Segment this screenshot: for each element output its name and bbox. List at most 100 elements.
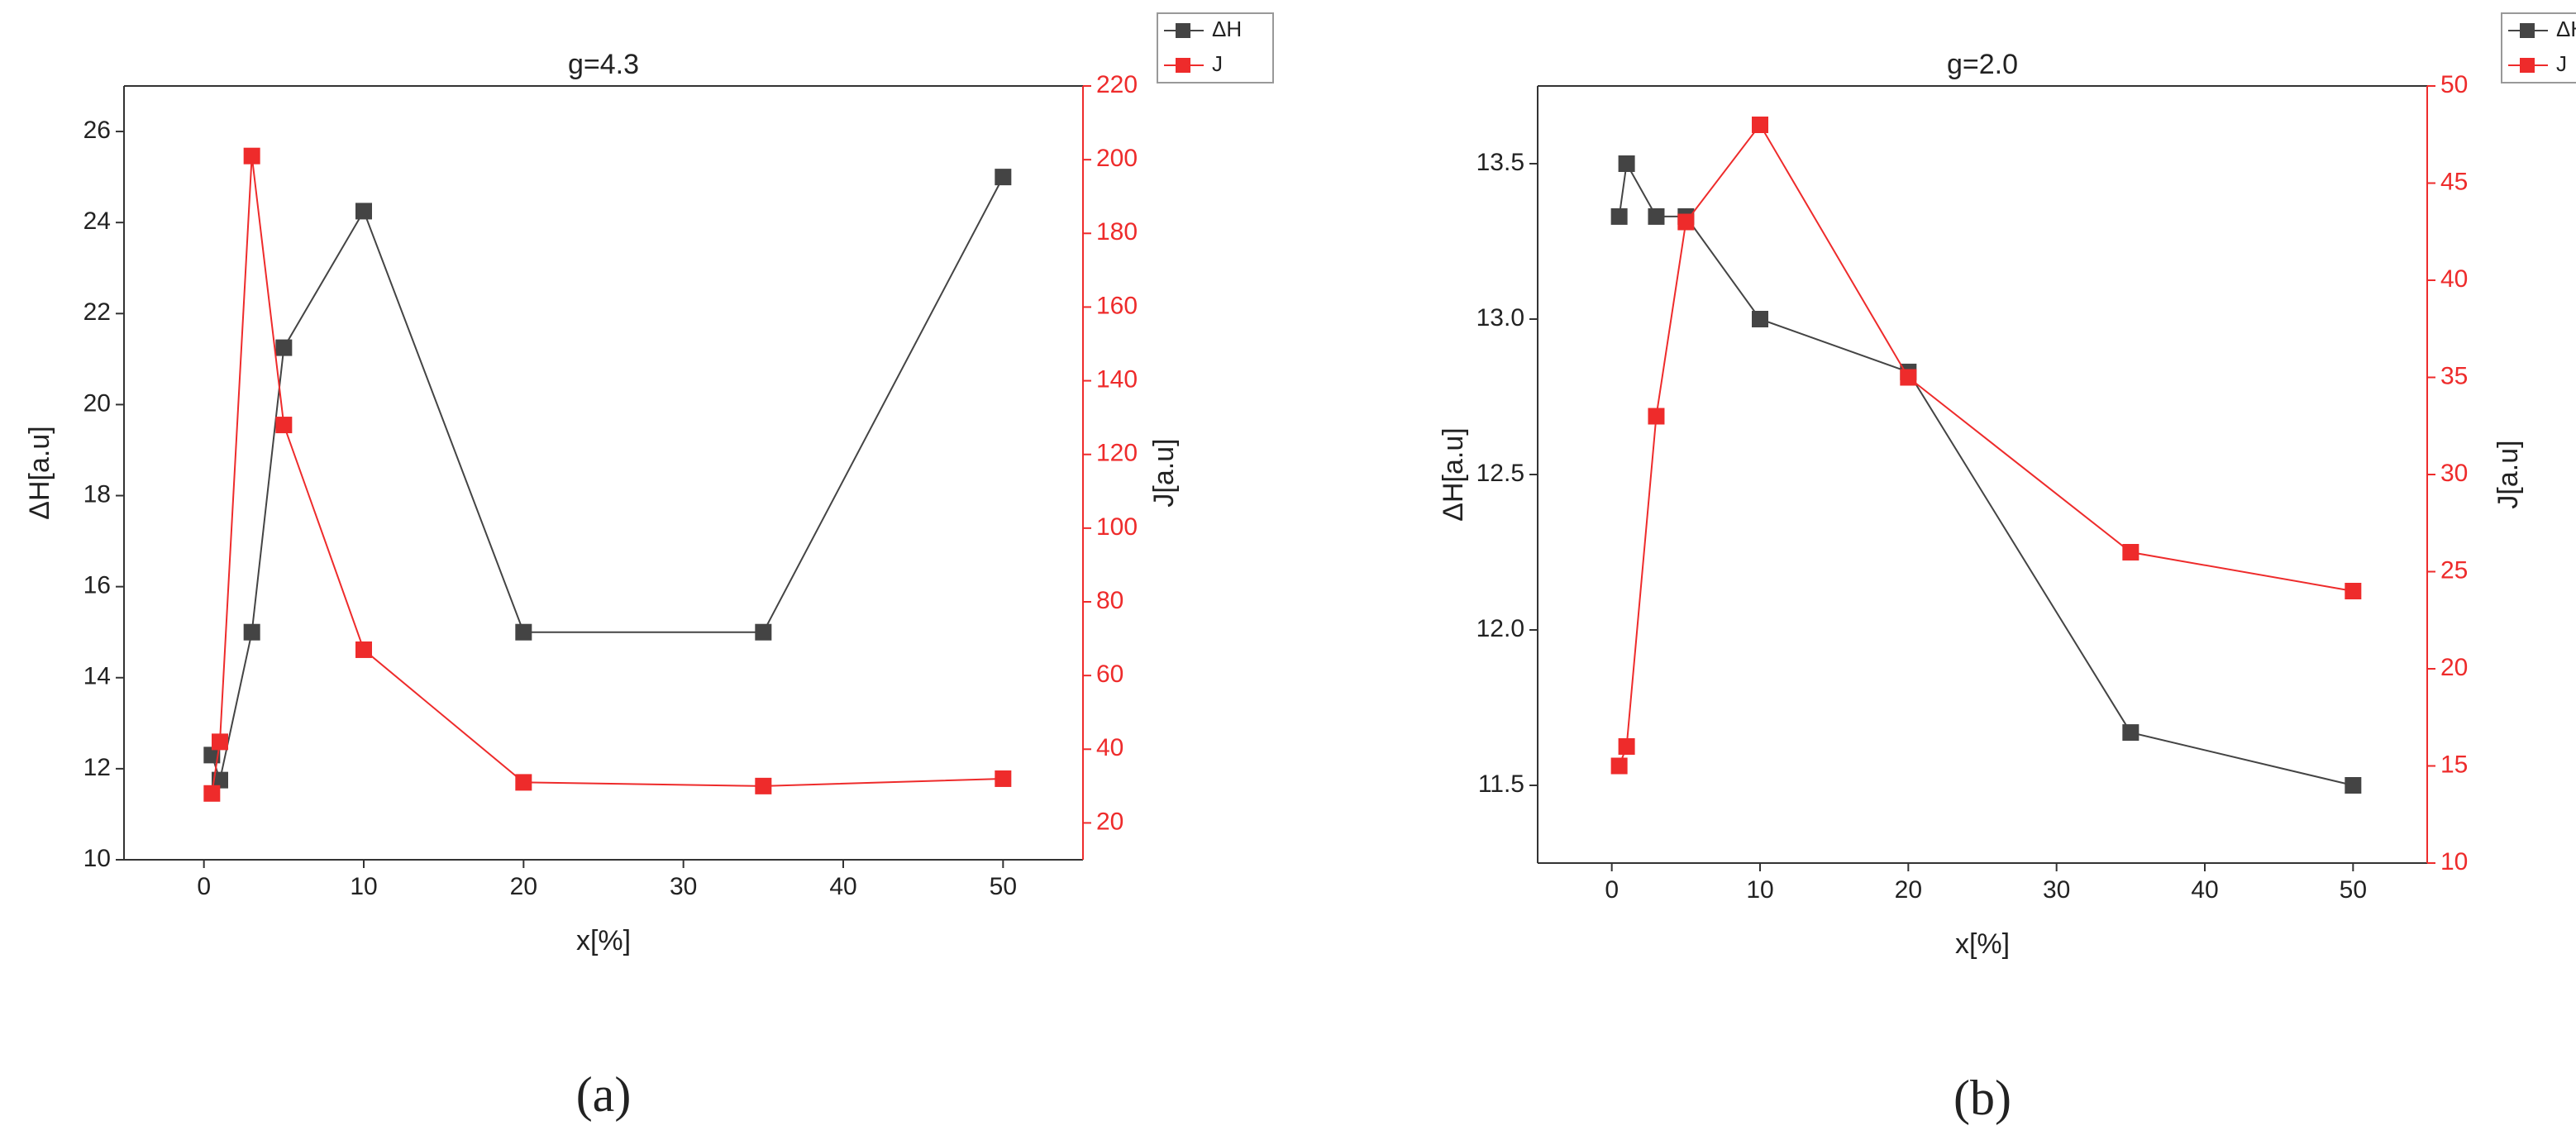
y-tick-label: 13.5 [1476, 149, 1524, 176]
y2-tick-label: 20 [2440, 654, 2468, 681]
legend-label: ΔH [2556, 17, 2576, 41]
x-tick-label: 10 [1746, 876, 1773, 904]
x-tick-label: 20 [1895, 876, 1922, 904]
legend-marker [2520, 58, 2535, 73]
y2-tick-label: 40 [2440, 265, 2468, 293]
data-point [275, 339, 293, 356]
y2-tick-label: 60 [1096, 661, 1123, 688]
series-line [1618, 160, 2354, 786]
x-tick-label: 50 [990, 873, 1017, 900]
y2-tick-label: 120 [1096, 440, 1138, 467]
data-point [203, 785, 221, 802]
y-tick-label: 11.5 [1478, 770, 1524, 798]
y2-axis-title: J[a.u] [1148, 438, 1180, 507]
y2-tick-label: 80 [1096, 587, 1123, 614]
panel-caption: (a) [576, 1067, 632, 1122]
data-point [995, 770, 1012, 787]
y2-tick-label: 140 [1096, 365, 1138, 393]
y-tick-label: 24 [83, 207, 111, 235]
y-tick-label: 13.0 [1476, 304, 1524, 332]
data-point [355, 641, 372, 658]
series-line [1618, 123, 2354, 766]
data-point [243, 147, 260, 165]
y2-tick-label: 25 [2440, 556, 2468, 584]
data-point [243, 623, 260, 641]
data-point [1648, 408, 1665, 425]
series-line [211, 155, 1004, 794]
chart-panel: 0 10 20 30 40 50 11.5 12.0 12.5 13.0 13.5 10 15 20 25 3… [1438, 12, 2576, 1125]
y2-tick-label: 50 [2440, 71, 2468, 98]
data-point [2345, 583, 2362, 599]
y-tick-label: 26 [83, 117, 111, 144]
data-point [1677, 213, 1695, 231]
data-point [2122, 544, 2140, 560]
data-point [755, 623, 772, 641]
series-line [211, 176, 1004, 784]
data-point [1610, 207, 1628, 225]
y-tick-label: 12.0 [1476, 615, 1524, 642]
y2-tick-label: 40 [1096, 734, 1123, 761]
y-tick-label: 22 [83, 298, 111, 326]
data-point [275, 417, 293, 434]
x-tick-label: 0 [1605, 876, 1619, 904]
chart-panel: 0 10 20 30 40 50 10 12 14 16 18 20 22 24 26 20 40 60 80 100… [24, 12, 1274, 1122]
y-tick-label: 12 [83, 754, 111, 781]
y-tick-label: 12.5 [1476, 460, 1524, 487]
y-axis-title: ΔH[a.u] [1438, 427, 1469, 521]
legend-marker [1176, 58, 1190, 73]
data-point [2345, 777, 2362, 794]
y2-tick-label: 20 [1096, 808, 1123, 835]
data-point [1618, 155, 1635, 172]
data-point [355, 203, 372, 220]
data-point [1900, 369, 1917, 386]
y-tick-label: 20 [83, 389, 111, 417]
data-point [1648, 207, 1665, 225]
data-point [755, 777, 772, 794]
y2-tick-label: 180 [1096, 218, 1138, 246]
legend-marker [1176, 23, 1190, 38]
x-tick-label: 0 [197, 873, 211, 900]
data-point [1618, 738, 1635, 755]
x-tick-label: 20 [510, 873, 537, 900]
y-axis-title: ΔH[a.u] [24, 426, 55, 519]
x-axis-title: x[%] [576, 925, 631, 956]
data-point [1752, 311, 1768, 327]
y-tick-label: 10 [83, 845, 111, 872]
y-tick-label: 18 [83, 480, 111, 508]
x-tick-label: 50 [2340, 876, 2367, 904]
legend-box [2501, 12, 2576, 83]
y2-tick-label: 45 [2440, 168, 2468, 195]
legend-label: J [1212, 51, 1223, 76]
x-tick-label: 40 [2191, 876, 2218, 904]
x-tick-label: 30 [670, 873, 697, 900]
y2-tick-label: 100 [1096, 513, 1138, 541]
chart-title: g=2.0 [1947, 49, 2018, 80]
x-tick-label: 40 [829, 873, 856, 900]
data-point [515, 774, 532, 791]
data-point [515, 623, 532, 641]
y2-tick-label: 200 [1096, 145, 1138, 172]
y2-tick-label: 220 [1096, 71, 1138, 98]
y2-tick-label: 35 [2440, 362, 2468, 389]
y-tick-label: 16 [83, 572, 111, 599]
x-tick-label: 10 [350, 873, 377, 900]
legend-marker [2520, 23, 2535, 38]
data-point [203, 746, 221, 764]
y2-axis-title: J[a.u] [2493, 440, 2524, 508]
data-point [212, 771, 228, 789]
legend-label: ΔH [1212, 17, 1242, 41]
y2-tick-label: 30 [2440, 460, 2468, 487]
y2-tick-label: 10 [2440, 848, 2468, 875]
data-point [995, 169, 1012, 186]
data-point [1752, 117, 1768, 133]
data-point [2122, 724, 2140, 742]
panel-caption: (b) [1953, 1071, 2011, 1125]
chart-title: g=4.3 [568, 49, 639, 80]
data-point [1610, 757, 1628, 775]
y-tick-label: 14 [83, 663, 111, 690]
legend-label: J [2556, 51, 2567, 76]
y2-tick-label: 15 [2440, 751, 2468, 778]
x-axis-title: x[%] [1955, 928, 2010, 960]
x-tick-label: 30 [2043, 876, 2070, 904]
